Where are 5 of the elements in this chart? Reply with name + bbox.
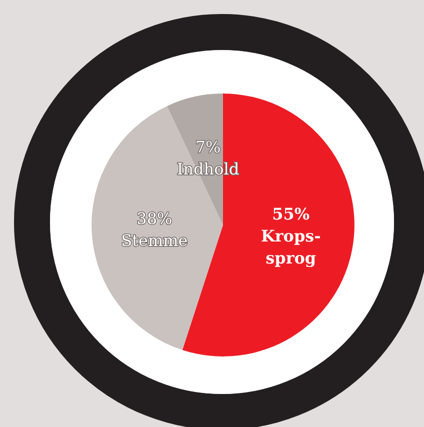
slice-label: Krops- sprog <box>260 226 321 268</box>
slice-label: Stemme <box>121 230 188 250</box>
data-label: 55% <box>272 204 310 224</box>
data-label: 7% <box>195 137 221 156</box>
data-label: 38% <box>136 208 172 228</box>
